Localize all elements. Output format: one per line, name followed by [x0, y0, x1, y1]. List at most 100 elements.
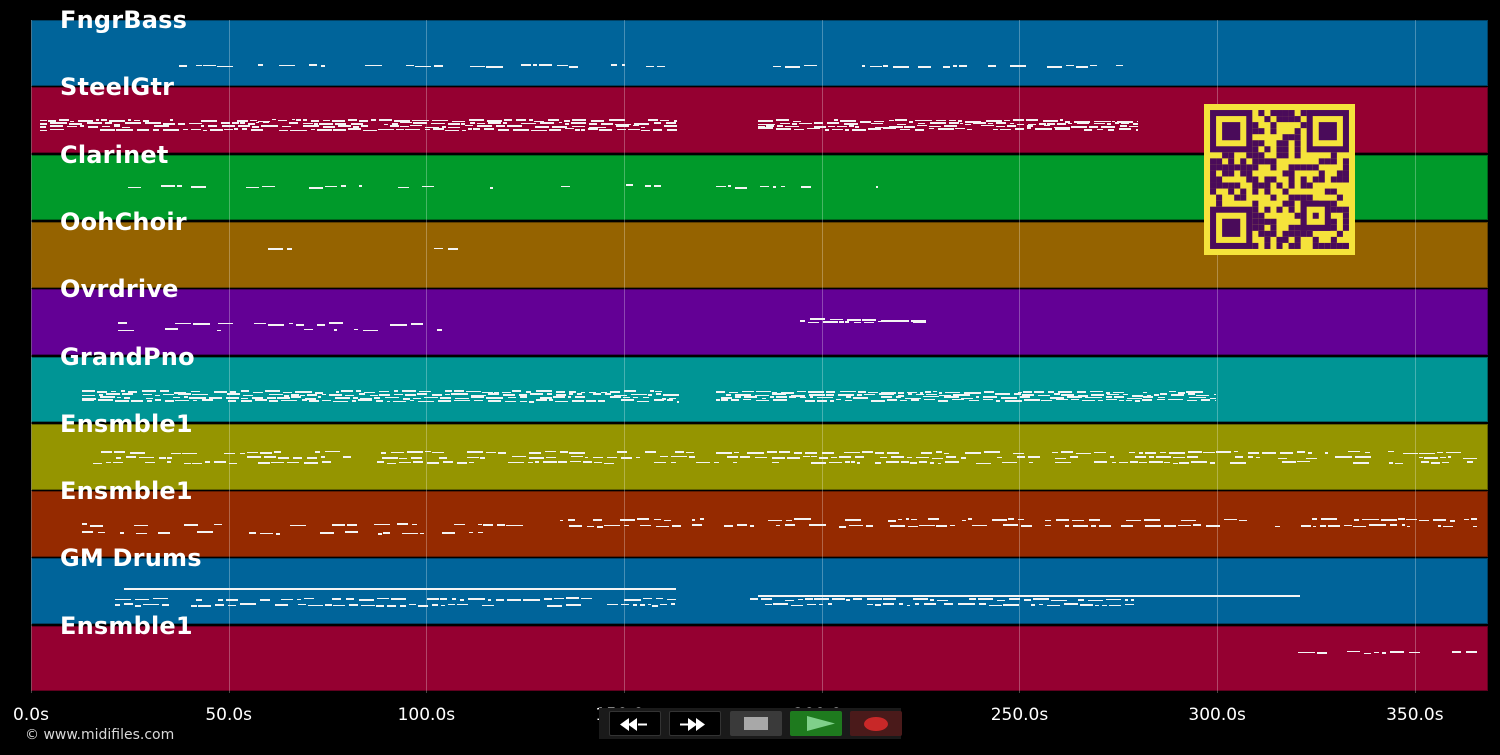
- note-mark: [1109, 455, 1115, 458]
- note-mark: [1186, 455, 1198, 458]
- note-mark: [1146, 394, 1151, 397]
- note-mark: [176, 185, 182, 188]
- note-mark: [1126, 399, 1132, 402]
- note-mark: [1441, 461, 1449, 464]
- note-mark: [556, 390, 565, 393]
- note-mark: [600, 391, 608, 394]
- note-mark: [1297, 460, 1311, 463]
- note-mark: [960, 457, 967, 460]
- note-mark: [991, 519, 1007, 521]
- note-mark: [943, 125, 957, 128]
- stop-button[interactable]: [730, 711, 782, 736]
- note-mark: [767, 519, 782, 522]
- note-mark: [1130, 461, 1138, 463]
- note-mark: [754, 456, 768, 459]
- note-mark: [208, 396, 223, 399]
- note-mark: [324, 185, 337, 188]
- note-mark: [482, 391, 494, 394]
- note-mark: [217, 65, 233, 68]
- note-mark: [136, 129, 149, 132]
- note-mark: [655, 390, 662, 393]
- note-mark: [530, 393, 544, 395]
- note-mark: [159, 390, 170, 392]
- note-mark: [358, 599, 374, 601]
- note-mark: [1038, 123, 1047, 125]
- note-mark: [200, 125, 205, 127]
- track-name-label: FngrBass: [60, 6, 188, 34]
- note-mark: [807, 603, 817, 606]
- note-mark: [1016, 123, 1025, 126]
- note-mark: [945, 461, 960, 463]
- note-mark: [928, 127, 935, 130]
- note-mark: [1045, 519, 1051, 522]
- note-mark: [274, 604, 289, 607]
- note-mark: [431, 451, 444, 454]
- note-mark: [788, 396, 797, 398]
- note-mark: [959, 122, 963, 125]
- note-mark: [1090, 525, 1097, 527]
- note-mark: [1077, 394, 1088, 397]
- note-mark: [303, 461, 319, 464]
- note-mark: [1196, 394, 1210, 397]
- note-mark: [593, 456, 604, 459]
- note-mark: [251, 397, 264, 399]
- note-mark: [1094, 604, 1099, 607]
- note-mark: [935, 119, 947, 122]
- note-mark: [362, 329, 379, 332]
- note-mark: [1012, 119, 1024, 122]
- note-mark: [900, 460, 909, 463]
- note-mark: [533, 64, 537, 66]
- note-mark: [826, 394, 835, 396]
- transport-controls: [599, 708, 902, 739]
- note-mark: [348, 604, 359, 606]
- note-mark: [240, 400, 253, 402]
- note-mark: [382, 457, 398, 459]
- note-mark: [601, 123, 614, 125]
- note-mark: [425, 450, 431, 453]
- note-mark: [82, 397, 97, 400]
- note-mark: [1034, 128, 1052, 130]
- note-mark: [1320, 518, 1338, 520]
- note-mark: [467, 456, 479, 459]
- note-mark: [798, 598, 803, 601]
- play-button[interactable]: [790, 711, 842, 736]
- note-mark: [567, 519, 575, 521]
- note-mark: [1118, 128, 1131, 130]
- note-mark: [586, 525, 594, 528]
- note-mark: [507, 396, 517, 399]
- rewind-button[interactable]: [609, 711, 661, 736]
- note-mark: [225, 396, 240, 399]
- note-mark: [175, 399, 190, 402]
- note-mark: [309, 399, 319, 402]
- note-line: [758, 595, 1300, 597]
- note-mark: [624, 599, 641, 601]
- note-mark: [659, 455, 669, 458]
- fast-forward-button[interactable]: [669, 711, 721, 736]
- note-mark: [558, 121, 563, 124]
- note-mark: [169, 119, 174, 121]
- note-mark: [891, 456, 905, 458]
- note-mark: [1144, 519, 1161, 521]
- note-mark: [152, 129, 159, 131]
- note-mark: [1101, 604, 1108, 607]
- note-mark: [1157, 396, 1166, 399]
- note-mark: [477, 531, 484, 534]
- note-mark: [988, 122, 993, 125]
- note-mark: [277, 119, 287, 122]
- note-mark: [567, 396, 571, 398]
- note-mark: [1116, 121, 1133, 123]
- record-button[interactable]: [850, 711, 902, 736]
- note-mark: [1059, 119, 1064, 122]
- note-mark: [907, 604, 911, 607]
- note-mark: [845, 599, 850, 602]
- note-mark: [82, 394, 95, 397]
- note-mark: [1023, 391, 1033, 393]
- note-mark: [671, 525, 681, 527]
- note-mark: [570, 460, 582, 463]
- note-mark: [964, 452, 982, 454]
- note-mark: [386, 462, 396, 465]
- note-mark: [571, 400, 584, 403]
- note-mark: [780, 392, 794, 395]
- note-mark: [407, 451, 424, 453]
- note-mark: [335, 391, 340, 394]
